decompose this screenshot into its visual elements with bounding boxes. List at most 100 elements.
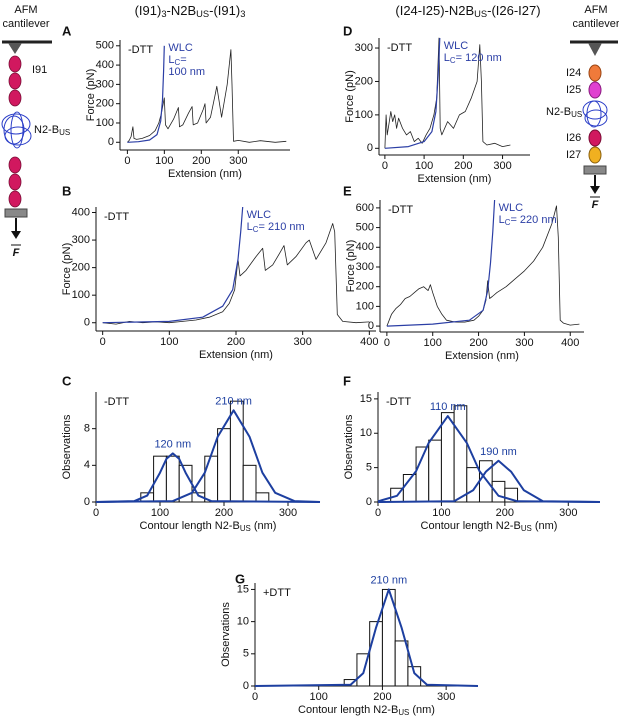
- series-label: WLC: [168, 42, 193, 54]
- y-axis-label: Observations: [61, 414, 73, 479]
- module: [588, 146, 602, 164]
- x-tick-label: 300: [515, 337, 533, 349]
- y-tick-label: 600: [356, 202, 374, 214]
- x-tick-label: 0: [124, 155, 130, 167]
- y-tick-label: 500: [96, 40, 114, 52]
- series-label-part: =: [180, 54, 186, 66]
- condition-label: -DTT: [104, 396, 129, 408]
- condition-label: +DTT: [263, 587, 291, 599]
- x-axis-label-part: US: [521, 524, 532, 533]
- x-tick-label: 400: [561, 337, 579, 349]
- histogram-bar: [217, 428, 231, 503]
- force-arrowhead: [11, 231, 21, 239]
- x-tick-label: 0: [252, 691, 258, 703]
- column-header: (I91)3-N2BUS-(I91)3: [135, 3, 246, 19]
- panel-letter: D: [343, 23, 352, 38]
- column-header-part: 3: [240, 9, 245, 19]
- label-part: US: [571, 110, 582, 119]
- y-tick-label: 10: [360, 427, 372, 439]
- x-tick-label: 100: [415, 160, 433, 172]
- y-tick-label: 0: [243, 680, 249, 692]
- y-tick-label: 300: [356, 261, 374, 273]
- x-axis-label: Extension (nm): [199, 349, 273, 361]
- x-axis-label: Contour length N2-BUS (nm): [421, 520, 558, 533]
- diagram-label: N2-BUS: [546, 106, 582, 119]
- x-tick-label: 200: [373, 691, 391, 703]
- y-tick-label: 15: [360, 393, 372, 405]
- series-label-part: WLC: [168, 42, 193, 54]
- panel-letter: A: [62, 23, 72, 38]
- y-tick-label: 400: [356, 241, 374, 253]
- histogram-bar: [369, 621, 383, 687]
- surface: [4, 208, 28, 218]
- x-tick-label: 100: [432, 507, 450, 519]
- peak-label-part: 210 nm: [215, 395, 252, 407]
- series-line: [384, 37, 441, 149]
- histogram-bar: [407, 666, 422, 687]
- x-tick-label: 0: [382, 160, 388, 172]
- module: [8, 72, 22, 90]
- x-tick-label: 100: [151, 507, 169, 519]
- y-tick-label: 100: [356, 300, 374, 312]
- y-tick-label: 300: [355, 42, 373, 54]
- x-tick-label: 200: [192, 155, 210, 167]
- y-tick-label: 100: [96, 117, 114, 129]
- i91-modules: [8, 55, 22, 208]
- x-axis-label: Contour length N2-BUS (nm): [140, 520, 277, 533]
- series-label: WLC: [247, 209, 272, 221]
- label-part: I26: [566, 132, 581, 144]
- y-tick-label: 0: [108, 136, 114, 148]
- x-tick-label: 300: [437, 691, 455, 703]
- label-part: I24: [566, 67, 581, 79]
- y-tick-label: 0: [366, 496, 372, 508]
- label-part: I27: [566, 149, 581, 161]
- series-label-part: = 220 nm: [510, 214, 556, 226]
- panel-letter: F: [343, 373, 351, 388]
- y-tick-label: 200: [96, 98, 114, 110]
- x-tick-label: 200: [215, 507, 233, 519]
- series-label: LC=: [168, 54, 186, 67]
- diagram-label: I27: [566, 149, 581, 161]
- series-label-part: C: [450, 56, 456, 65]
- series-label-part: C: [505, 218, 511, 227]
- y-axis-label: Force (pN): [85, 69, 97, 122]
- series-label-part: L: [499, 214, 505, 226]
- series-label-part: L: [247, 221, 253, 233]
- x-tick-label: 200: [227, 336, 245, 348]
- y-tick-label: 100: [72, 289, 90, 301]
- histogram-bar: [242, 464, 257, 503]
- x-tick-label: 300: [229, 155, 247, 167]
- x-tick-label: 400: [360, 336, 378, 348]
- series-line: [386, 199, 496, 327]
- y-tick-label: 0: [84, 317, 90, 329]
- x-axis-label: Extension (nm): [418, 173, 492, 185]
- series-label-part: WLC: [444, 40, 469, 52]
- y-axis-label: Force (pN): [61, 243, 73, 296]
- x-tick-label: 300: [493, 160, 511, 172]
- module: [8, 156, 22, 174]
- y-tick-label: 100: [355, 109, 373, 121]
- label-part: I25: [566, 84, 581, 96]
- n2b-coil: [1, 111, 32, 149]
- x-tick-label: 100: [160, 336, 178, 348]
- left-construct-diagram: AFM cantilever F I91 N2-BUS: [1, 4, 70, 259]
- histogram-bar: [394, 640, 409, 687]
- series-line: [127, 49, 287, 143]
- series-label-part: C: [253, 225, 259, 234]
- x-tick-label: 0: [93, 507, 99, 519]
- condition-label: -DTT: [128, 44, 153, 56]
- panel-letter: E: [343, 183, 352, 198]
- x-axis-label-part: US: [398, 708, 409, 717]
- diagram-label: N2-BUS: [34, 124, 70, 137]
- peak-label: 210 nm: [370, 574, 407, 586]
- y-tick-label: 300: [72, 234, 90, 246]
- x-axis-label: Extension (nm): [445, 350, 519, 362]
- y-tick-label: 200: [72, 262, 90, 274]
- series-line: [384, 37, 511, 149]
- column-header-part: US: [474, 9, 487, 19]
- module: [8, 55, 22, 73]
- x-tick-label: 200: [454, 160, 472, 172]
- series-label-part: L: [168, 54, 174, 66]
- column-header-part: -N2B: [167, 3, 197, 18]
- right-construct-diagram: AFM cantilever F I24 I25 N2-BUS I26 I27: [546, 4, 619, 211]
